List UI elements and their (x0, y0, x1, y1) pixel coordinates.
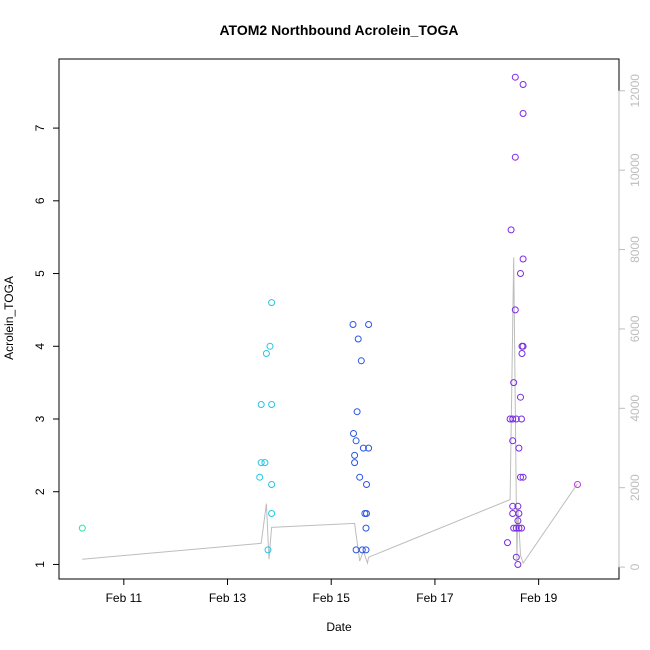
y-tick-label: 6 (33, 197, 47, 204)
data-point (268, 510, 276, 517)
y-axis: 1 2 3 4 5 6 7 (33, 124, 59, 568)
data-point (511, 153, 519, 161)
data-point (350, 430, 357, 437)
y2-tick-label: 4000 (628, 395, 642, 422)
data-point (509, 510, 517, 517)
data-point (356, 473, 364, 481)
data-point (509, 437, 517, 445)
data-point (512, 524, 520, 532)
y2-tick-label: 8000 (628, 236, 642, 263)
y2-tick-label: 6000 (628, 315, 642, 342)
data-point (357, 357, 365, 365)
data-point (519, 473, 527, 481)
y2-tick-label: 2000 (628, 474, 642, 501)
data-point (518, 524, 525, 532)
data-point (510, 379, 518, 387)
data-point (511, 73, 519, 81)
data-point (363, 481, 370, 488)
data-point (268, 299, 276, 307)
data-point (519, 110, 527, 117)
altitude-layer (82, 257, 578, 566)
points-layer (78, 73, 581, 568)
y-tick-label: 4 (33, 343, 47, 350)
data-point (514, 517, 522, 525)
data-point (507, 226, 515, 234)
y2-tick-label: 10000 (628, 153, 642, 187)
data-point (514, 502, 522, 510)
data-point (359, 444, 367, 452)
y-tick-label: 3 (33, 415, 47, 422)
y-tick-label: 7 (33, 124, 47, 131)
data-point (353, 408, 361, 416)
data-point (365, 444, 373, 452)
y-tick-label: 1 (33, 561, 47, 568)
data-point (365, 321, 373, 328)
y-axis-label: Acrolein_TOGA (2, 276, 16, 360)
data-point (362, 524, 370, 532)
data-point (509, 502, 517, 510)
data-point (519, 342, 527, 350)
data-point (351, 459, 359, 467)
data-point (266, 342, 274, 350)
data-point (362, 546, 370, 554)
x-tick-label: Feb 17 (416, 591, 454, 605)
data-point (264, 546, 272, 554)
data-point (268, 481, 276, 488)
data-point (261, 459, 269, 467)
y-tick-label: 2 (33, 488, 47, 495)
y2-axis: 0 2000 4000 6000 8000 10000 12000 (618, 74, 642, 570)
data-point (509, 415, 517, 423)
data-point (519, 255, 527, 263)
data-point (517, 270, 524, 277)
data-point (354, 335, 362, 343)
data-point (519, 81, 527, 88)
data-point (515, 524, 523, 532)
data-point (517, 393, 524, 401)
data-point (262, 350, 270, 357)
x-tick-label: Feb 19 (520, 591, 558, 605)
data-point (358, 546, 366, 554)
data-point (78, 524, 86, 532)
x-tick-label: Feb 15 (313, 591, 351, 605)
data-point (510, 524, 518, 532)
data-point (518, 415, 525, 423)
data-point (514, 561, 522, 568)
data-point (349, 321, 357, 328)
y-tick-label: 5 (33, 270, 47, 277)
data-point (256, 473, 264, 481)
data-point (512, 553, 520, 561)
data-point (517, 473, 524, 481)
y2-tick-label: 12000 (628, 74, 642, 108)
x-tick-label: Feb 11 (106, 591, 143, 605)
data-point (574, 481, 581, 488)
data-point (512, 415, 520, 423)
data-point (504, 539, 511, 547)
x-tick-label: Feb 13 (209, 591, 247, 605)
chart-title: ATOM2 Northbound Acrolein_TOGA (219, 22, 458, 38)
x-axis-label: Date (326, 620, 352, 634)
data-point (511, 306, 519, 314)
data-point (352, 437, 360, 445)
altitude-trace (82, 257, 578, 566)
data-point (518, 350, 526, 357)
x-axis: Feb 11 Feb 13 Feb 15 Feb 17 Feb 19 (106, 579, 558, 605)
data-point (515, 444, 523, 452)
data-point (268, 401, 276, 408)
data-point (257, 459, 265, 467)
plot-frame (58, 58, 620, 580)
data-point (363, 510, 370, 517)
data-point (351, 451, 359, 459)
y2-tick-label: 0 (628, 563, 642, 570)
data-point (515, 510, 523, 517)
data-point (257, 401, 265, 408)
